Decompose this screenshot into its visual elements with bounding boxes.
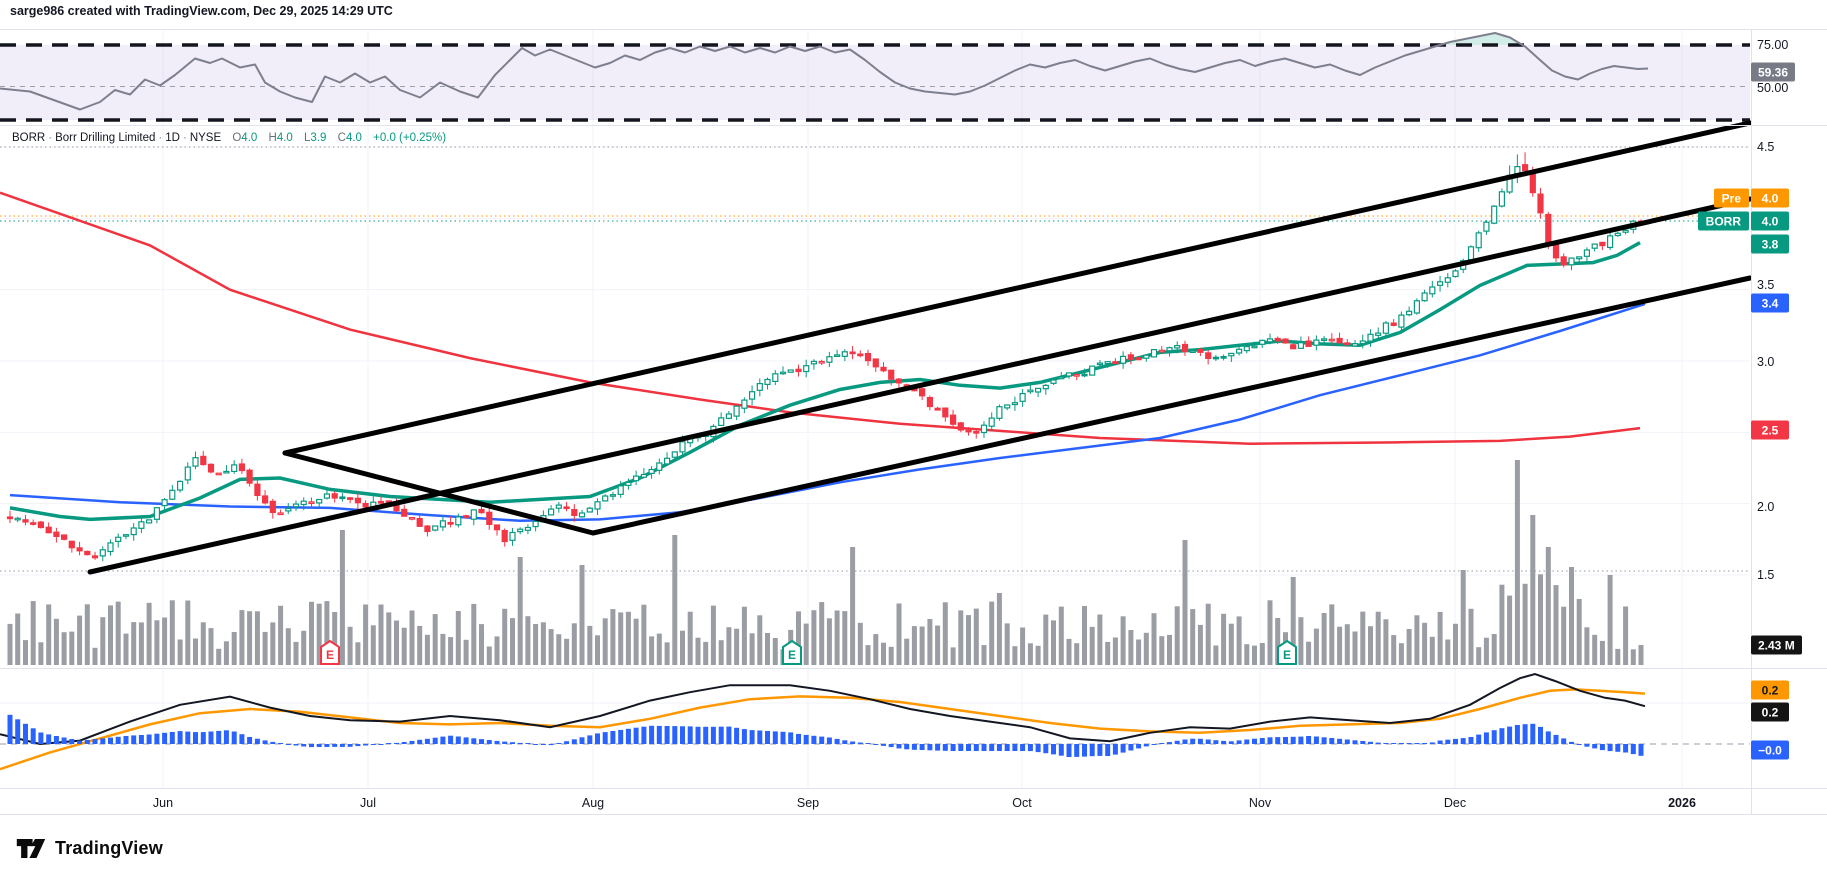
price-tick-label: 50.00 [1757, 81, 1789, 95]
last-price-badge-label: BORR [1697, 211, 1749, 231]
low-label: L [304, 132, 311, 144]
open-label: O [232, 132, 242, 144]
signal-value-badge: 0.2 [1751, 680, 1789, 700]
histogram-value-badge: −0.0 [1751, 740, 1789, 760]
ma-21-line [9, 241, 1641, 522]
price-tick-label: 4.5 [1757, 140, 1775, 154]
attribution-text: sarge986 created with TradingView.com, D… [10, 4, 393, 18]
time-axis-label-oct: Oct [1012, 796, 1032, 810]
symbol-legend[interactable]: BORR · Borr Drilling Limited · 1D · NYSE O4.0 … [12, 132, 446, 144]
rsi-line [0, 32, 1649, 111]
svg-text:E: E [326, 648, 334, 662]
legend-separator: · [158, 132, 163, 144]
earnings-icon [782, 639, 802, 665]
price-tick-label: 3.5 [1757, 278, 1775, 292]
rsi-pane[interactable] [0, 32, 1750, 122]
close-value: 4.0 [345, 132, 362, 144]
earnings-icon [1277, 639, 1297, 665]
brand-logo[interactable]: TradingView [16, 836, 163, 861]
ma-200-line [0, 191, 1641, 445]
last-price-badge: 4.0 [1751, 211, 1789, 231]
low-value: 3.9 [310, 132, 327, 144]
time-axis-label-jun: Jun [152, 796, 174, 810]
macd-pane[interactable] [0, 672, 1750, 771]
ma-fast-value-badge: 3.8 [1751, 234, 1789, 254]
time-axis-label-2026: 2026 [1668, 796, 1696, 810]
earnings-icon [320, 639, 340, 665]
moving-averages [0, 191, 1646, 523]
svg-text:E: E [788, 648, 796, 662]
symbol-description: Borr Drilling Limited [55, 132, 156, 144]
macd-value-badge: 0.2 [1751, 702, 1789, 722]
signal-line [0, 688, 1646, 771]
price-tick-label: 3.0 [1757, 355, 1775, 369]
rsi-value-badge: 59.36 [1751, 62, 1796, 82]
change-value: +0.0 (+0.25%) [373, 132, 447, 144]
gridlines [0, 29, 1750, 788]
time-axis-label-aug: Aug [581, 796, 605, 810]
high-value: 4.0 [276, 132, 293, 144]
tradingview-logo-icon [16, 839, 46, 858]
open-value: 4.0 [241, 132, 258, 144]
trend-channel-drawing[interactable] [87, 120, 1753, 575]
time-axis-label-dec: Dec [1443, 796, 1467, 810]
exchange-label: NYSE [189, 132, 222, 144]
volume-value-badge: 2.43 M [1751, 635, 1802, 655]
ma-50-line [9, 302, 1646, 523]
price-tick-label: 75.00 [1757, 38, 1789, 52]
volume-bars [7, 460, 1644, 665]
interval-label[interactable]: 1D [165, 132, 180, 144]
main-pane[interactable] [0, 146, 1750, 572]
macd-line [0, 672, 1646, 746]
macd-histogram [7, 714, 1644, 757]
legend-separator: · [48, 132, 53, 144]
price-tick-label: 1.5 [1757, 568, 1775, 582]
time-axis-label-nov: Nov [1248, 796, 1272, 810]
legend-separator: · [182, 132, 187, 144]
time-axis-label-sep: Sep [796, 796, 820, 810]
brand-name: TradingView [55, 838, 163, 858]
symbol-name[interactable]: BORR [12, 132, 46, 144]
premarket-price-badge: 4.0 [1751, 188, 1789, 208]
ma-mid-value-badge: 3.4 [1751, 293, 1789, 313]
svg-text:E: E [1283, 648, 1291, 662]
price-tick-label: 2.0 [1757, 500, 1775, 514]
close-label: C [337, 132, 346, 144]
time-axis-label-jul: Jul [360, 796, 376, 810]
ma-slow-value-badge: 2.5 [1751, 420, 1789, 440]
premarket-price-badge-label: Pre [1713, 188, 1749, 208]
high-label: H [268, 132, 277, 144]
